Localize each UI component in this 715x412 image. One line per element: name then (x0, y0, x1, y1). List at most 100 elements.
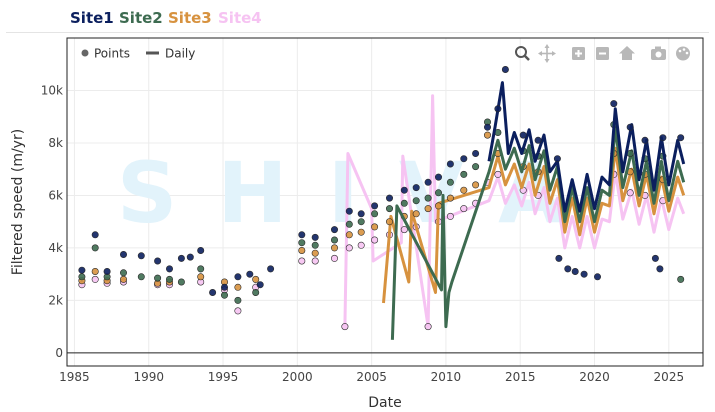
x-tick-label: 1995 (208, 370, 239, 384)
site1-point (659, 134, 667, 142)
axes: 1985 1990 1995 2000 2005 2010 2015 2020 2025 0 2k 4… (41, 83, 703, 384)
site1-point (234, 273, 242, 281)
site3-point (446, 194, 454, 202)
tab-site2[interactable]: Site2 (119, 9, 163, 27)
site4-point (341, 323, 349, 331)
site1-point (501, 66, 509, 74)
tab-site4[interactable]: Site4 (218, 9, 262, 27)
site3-point (357, 228, 365, 236)
site1-point (197, 247, 205, 255)
site1-point (656, 265, 664, 273)
site1-point (177, 254, 185, 262)
site1-point (494, 105, 502, 113)
site2-point (177, 278, 185, 286)
x-tick-label: 2010 (431, 370, 462, 384)
zoom-icon[interactable] (515, 46, 530, 61)
site1-point (580, 270, 588, 278)
site1-point (186, 253, 194, 261)
site4-point (626, 189, 634, 197)
site1-point (385, 194, 393, 202)
y-tick-label: 10k (41, 83, 63, 97)
site4-point (494, 170, 502, 178)
camera-icon[interactable] (651, 46, 666, 61)
site3-point (197, 273, 205, 281)
site3-point (234, 283, 242, 291)
tabs-divider (6, 32, 709, 33)
site1-point (519, 131, 527, 139)
site2-point (345, 220, 353, 228)
site4-daily-line (343, 94, 686, 329)
site2-point (120, 269, 128, 277)
tab-site1[interactable]: Site1 (70, 9, 114, 27)
legend-points-label: Points (94, 47, 130, 61)
site1-point (610, 100, 618, 108)
site1-point (400, 186, 408, 194)
site1-point (371, 202, 379, 210)
site2-point (298, 239, 306, 247)
site1-point (209, 288, 217, 296)
site3-point (252, 275, 260, 283)
site4-point (371, 236, 379, 244)
site2-point (91, 244, 99, 252)
site-tabs: Site1 Site2 Site3 Site4 (0, 0, 715, 34)
y-tick-label: 4k (48, 241, 63, 255)
site1-point (120, 251, 128, 259)
site1-point (626, 123, 634, 131)
x-tick-label: 2020 (579, 370, 610, 384)
site1-daily-line (487, 81, 686, 213)
site1-point (564, 265, 572, 273)
site2-point (221, 291, 229, 299)
site3-point (460, 186, 468, 194)
zoom-in-icon[interactable] (572, 47, 585, 60)
site2-point (400, 199, 408, 207)
site1-point (434, 173, 442, 181)
site4-point (311, 257, 319, 265)
site1-series (78, 66, 686, 296)
site3-daily-line (382, 146, 686, 304)
site2-point (434, 189, 442, 197)
site1-point (446, 160, 454, 168)
site3-point (483, 131, 491, 139)
site3-point (371, 223, 379, 231)
site4-point (330, 254, 338, 262)
site4-point (345, 244, 353, 252)
site1-point (91, 231, 99, 239)
site1-point (256, 281, 264, 289)
site4-point (446, 212, 454, 220)
x-tick-label: 2005 (356, 370, 387, 384)
site1-point (424, 178, 432, 186)
tab-site3[interactable]: Site3 (168, 9, 212, 27)
site1-point (553, 155, 561, 163)
site1-point (154, 257, 162, 265)
x-tick-label: 2000 (282, 370, 313, 384)
site1-point (311, 233, 319, 241)
site2-point (311, 241, 319, 249)
site1-point (345, 207, 353, 215)
site2-point (472, 163, 480, 171)
y-axis-title: Filtered speed (m/yr) (10, 129, 26, 275)
palette-icon[interactable] (676, 46, 690, 61)
site3-point (345, 231, 353, 239)
plot-series (78, 66, 686, 340)
site4-point (234, 307, 242, 315)
site1-point (267, 265, 275, 273)
site1-point (555, 254, 563, 262)
site1-point (221, 283, 229, 291)
zoom-out-icon[interactable] (596, 47, 609, 60)
site1-point (472, 150, 480, 158)
site2-point (357, 218, 365, 226)
site4-point (460, 205, 468, 213)
site2-point (412, 197, 420, 205)
site1-point (651, 254, 659, 262)
site2-point (371, 210, 379, 218)
site2-point (137, 273, 145, 281)
site1-point (246, 270, 254, 278)
site1-point (103, 267, 111, 275)
pan-icon[interactable] (538, 44, 556, 63)
home-icon[interactable] (619, 46, 635, 60)
site1-point (330, 226, 338, 234)
site1-point (483, 123, 491, 131)
site3-point (298, 247, 306, 255)
site3-point (472, 181, 480, 189)
